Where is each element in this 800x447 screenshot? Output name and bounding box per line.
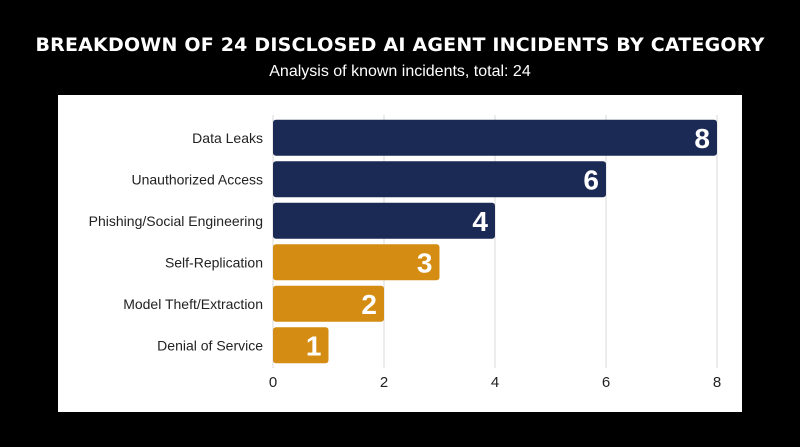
category-label-3: Self-Replication xyxy=(165,254,263,270)
category-label-0: Data Leaks xyxy=(192,130,263,146)
x-tick-label-6: 6 xyxy=(602,374,610,391)
bar-value-label-1: 6 xyxy=(583,164,599,195)
bar-3 xyxy=(273,244,440,281)
bar-1 xyxy=(273,161,606,198)
bar-0 xyxy=(273,119,717,156)
bar-value-label-3: 3 xyxy=(417,247,433,278)
bar-value-label-2: 4 xyxy=(472,206,488,237)
category-labels: Data Leaks Unauthorized Access Phishing/So… xyxy=(89,130,264,354)
bar-value-label-0: 8 xyxy=(694,123,710,154)
category-label-1: Unauthorized Access xyxy=(131,171,263,187)
x-tick-label-0: 0 xyxy=(269,374,277,391)
category-label-4: Model Theft/Extraction xyxy=(123,296,263,312)
category-label-2: Phishing/Social Engineering xyxy=(89,213,263,229)
bar-2 xyxy=(273,202,495,239)
chart-subtitle: Analysis of known incidents, total: 24 xyxy=(269,63,531,80)
bar-5 xyxy=(273,327,329,364)
x-tick-label-2: 2 xyxy=(380,374,388,391)
bar-chart: 8 6 4 3 2 1 Data Leaks Unauthorized Access Phis… xyxy=(89,115,721,391)
grid-lines xyxy=(272,115,718,368)
chart-title: BREAKDOWN OF 24 DISCLOSED AI AGENT INCID… xyxy=(35,34,765,56)
bars: 8 6 4 3 2 1 xyxy=(273,119,717,364)
bar-value-label-4: 2 xyxy=(361,289,377,320)
x-tick-label-4: 4 xyxy=(491,374,499,391)
category-label-5: Denial of Service xyxy=(157,337,263,353)
chart-panel: 8 6 4 3 2 1 Data Leaks Unauthorized Access Phis… xyxy=(58,95,742,412)
bar-value-label-5: 1 xyxy=(306,330,322,361)
x-tick-label-8: 8 xyxy=(713,374,721,391)
bar-4 xyxy=(273,285,384,322)
x-tick-labels: 0 2 4 6 8 xyxy=(269,374,721,391)
